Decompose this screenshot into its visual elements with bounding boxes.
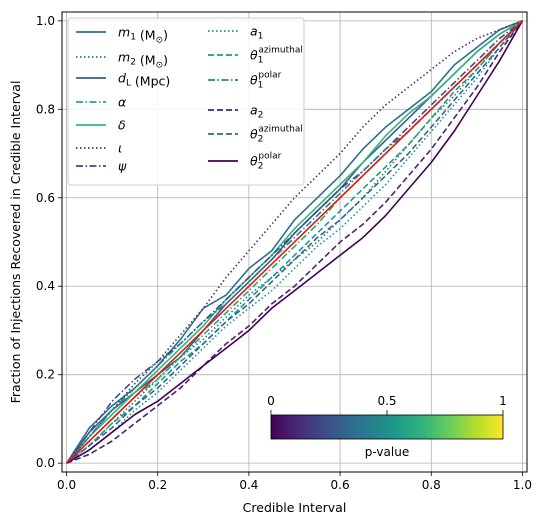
axes-frame [61,11,528,473]
series-line-6 [65,20,523,464]
colorbar-tick-label: 1 [499,394,507,408]
legend-label-11: θ2azimuthal [250,125,303,145]
x-tick-label: 1.0 [513,478,532,492]
y-tick-label: 0.8 [36,102,55,116]
x-tick-label: 0.2 [148,478,167,492]
series-line-4 [65,20,523,464]
legend-box [67,17,305,186]
legend-label-9: θ1polar [250,71,282,91]
legend-label-5: ι [118,141,122,156]
colorbar: 0 0.5 1 [267,394,507,440]
series-lines [65,20,524,464]
series-line-1 [66,20,523,464]
diagonal-reference [66,20,523,464]
y-tick-label: 0.6 [36,191,55,205]
x-tick-label: 0.4 [239,478,258,492]
colorbar-bar [270,414,504,440]
legend-label-4: δ [118,118,126,133]
series-line-10 [66,20,524,464]
legend-label-1: m2 (M⊙) [118,50,168,71]
legend-label-12: θ2polar [250,152,282,172]
series-line-11 [66,20,524,464]
colorbar-tick-label: 0.5 [377,394,396,408]
legend-label-3: α [118,95,127,110]
y-tick-label: 0.2 [36,368,55,382]
x-tick-label: 0.8 [422,478,441,492]
x-axis-label: Credible Interval [243,500,347,515]
colorbar-tick-label: 0 [267,394,275,408]
series-line-12 [66,20,524,464]
legend-label-8: θ1azimuthal [250,46,303,66]
axis-ticks: 0.0 0.2 0.4 0.6 0.8 1.0 0.0 0.2 0.4 0.6 0.8 1.0 [36,14,532,492]
series-line-8 [66,20,523,464]
legend-label-2: dL (Mpc) [118,71,170,89]
y-tick-label: 0.0 [36,456,55,470]
legend-label-0: m1 (M⊙) [118,25,168,46]
legend-label-6: ψ [118,159,127,174]
legend-label-10: a2 [250,103,263,121]
legend-label-7: a1 [250,24,263,42]
x-tick-label: 0.0 [57,478,76,492]
series-line-5 [65,20,523,464]
series-line-7 [66,20,524,464]
colorbar-label: p-value [365,445,409,459]
diagonal-line [66,20,523,464]
y-axis-label: Fraction of Injections Recovered in Cred… [8,81,23,404]
y-tick-label: 1.0 [36,14,55,28]
y-tick-label: 0.4 [36,279,55,293]
x-tick-label: 0.6 [331,478,350,492]
